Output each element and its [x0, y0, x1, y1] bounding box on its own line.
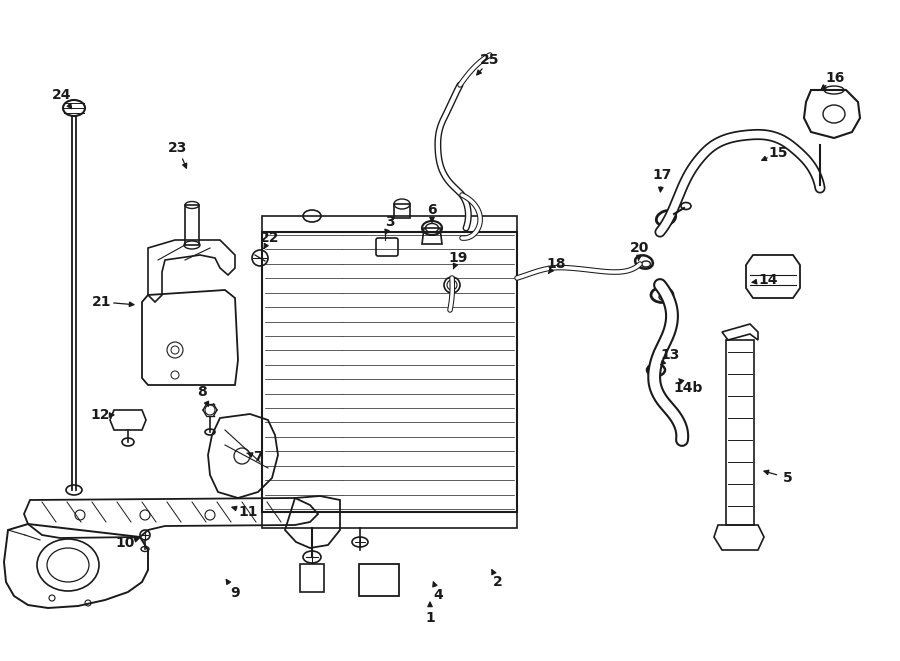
- Text: 10: 10: [115, 536, 135, 550]
- Text: 14: 14: [758, 273, 778, 287]
- Text: 3: 3: [385, 215, 395, 229]
- Text: 7: 7: [253, 450, 263, 464]
- Text: 20: 20: [630, 241, 650, 255]
- Text: 22: 22: [260, 231, 280, 245]
- Text: 12: 12: [90, 408, 110, 422]
- Text: 24: 24: [52, 88, 72, 102]
- Text: 13: 13: [661, 348, 680, 362]
- Bar: [300, 564, 324, 592]
- Text: 5: 5: [783, 471, 793, 485]
- Bar: [262, 216, 517, 232]
- Bar: [359, 564, 399, 596]
- Text: 14b: 14b: [673, 381, 703, 395]
- Text: 6: 6: [428, 203, 436, 217]
- Text: 4: 4: [433, 588, 443, 602]
- Text: 19: 19: [448, 251, 468, 265]
- Text: 17: 17: [652, 168, 671, 182]
- Bar: [394, 204, 410, 218]
- Text: 18: 18: [546, 257, 566, 271]
- Text: 1: 1: [425, 611, 435, 625]
- Text: 25: 25: [481, 53, 500, 67]
- Text: 23: 23: [168, 141, 188, 155]
- Text: 9: 9: [230, 586, 239, 600]
- Text: 8: 8: [197, 385, 207, 399]
- Bar: [262, 232, 517, 512]
- Text: 16: 16: [825, 71, 845, 85]
- Text: 2: 2: [493, 575, 503, 589]
- Bar: [185, 205, 199, 245]
- Text: 15: 15: [769, 146, 788, 160]
- Bar: [262, 512, 517, 528]
- Text: 11: 11: [238, 505, 257, 519]
- Text: 21: 21: [92, 295, 112, 309]
- Bar: [726, 340, 754, 525]
